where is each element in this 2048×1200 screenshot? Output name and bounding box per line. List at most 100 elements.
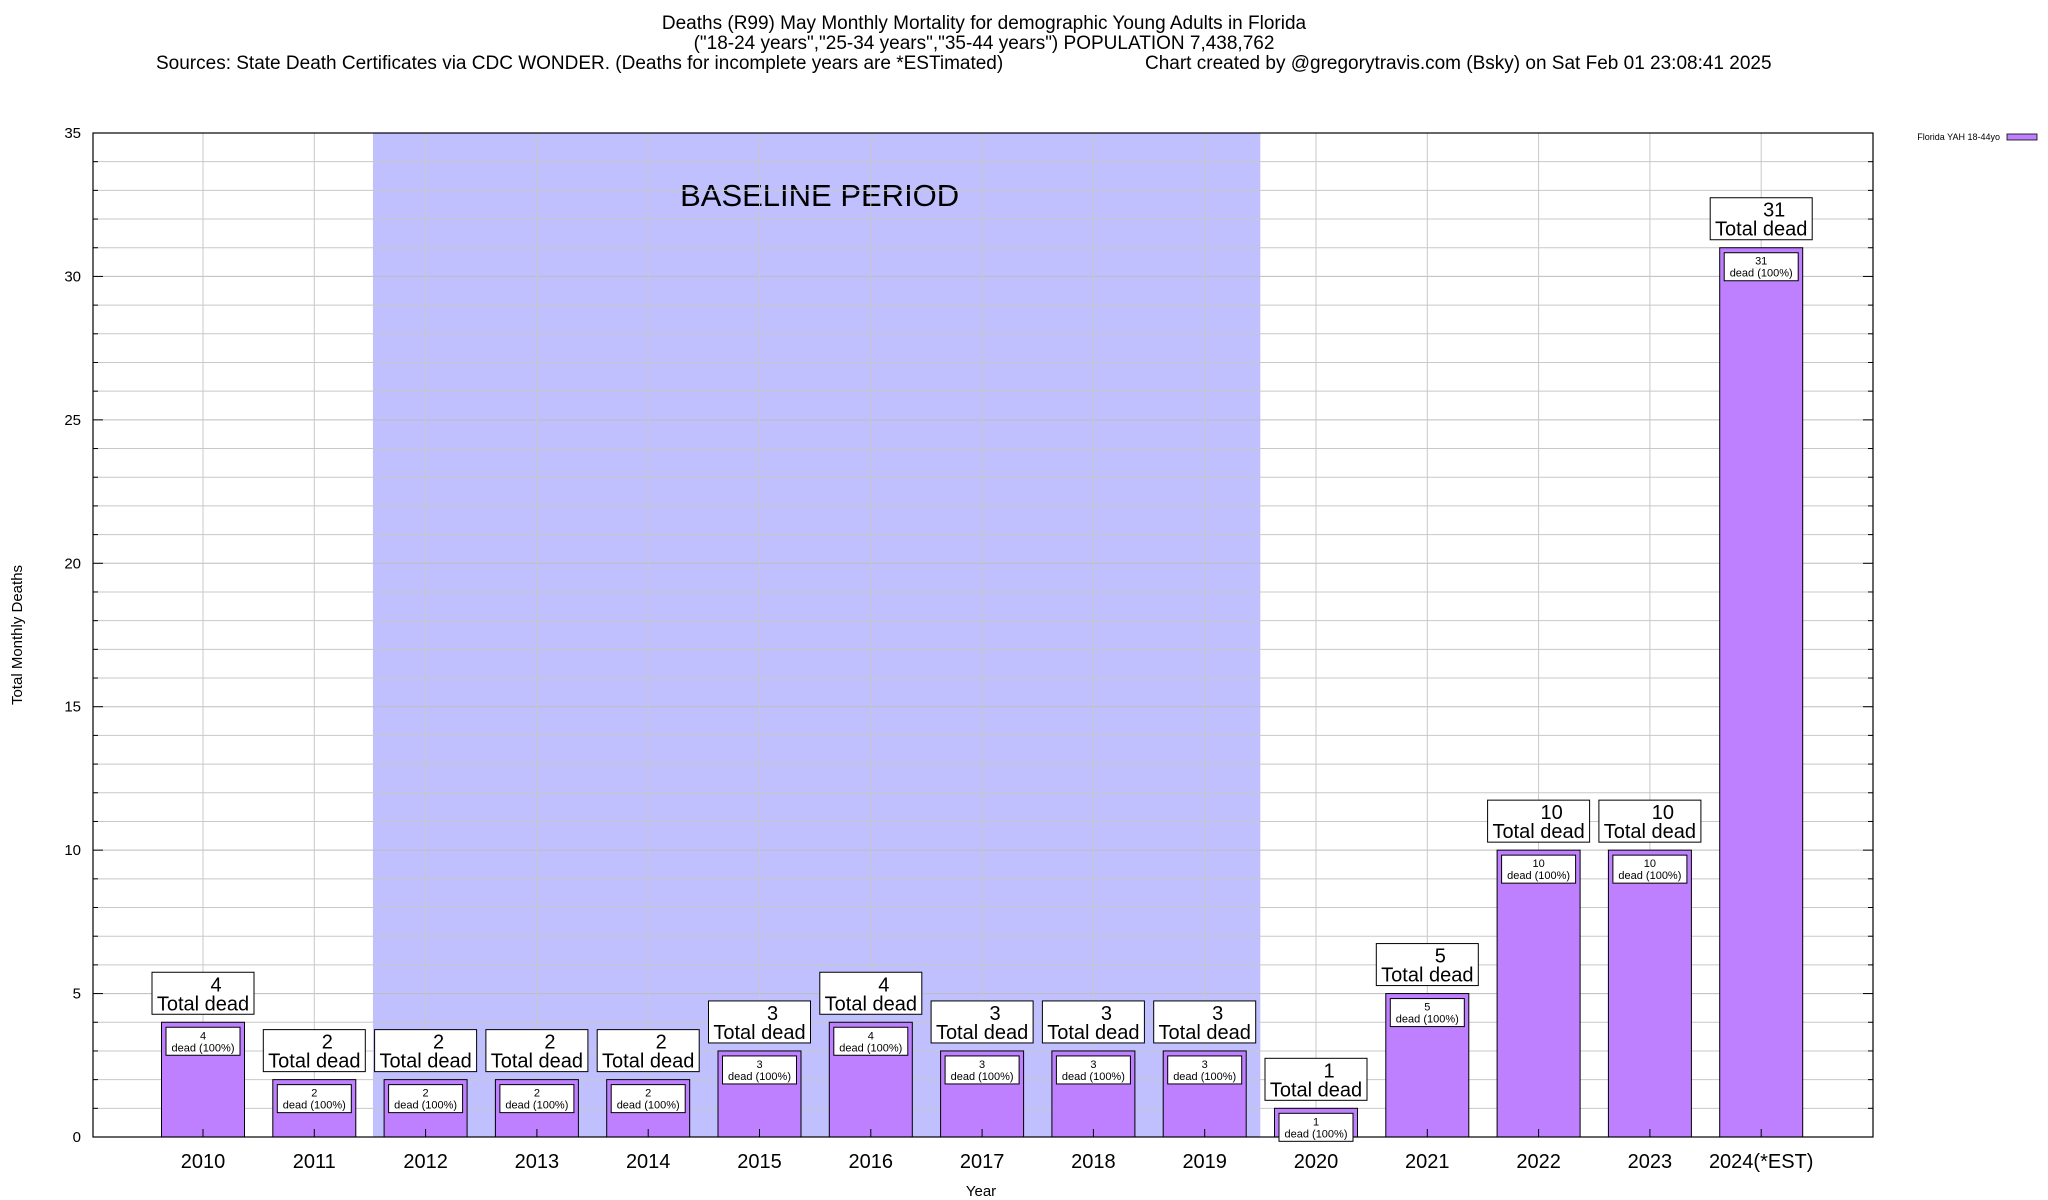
inner-label-text: dead (100%) <box>394 1100 457 1112</box>
inner-label-text: dead (100%) <box>1062 1071 1125 1083</box>
inner-label-box <box>276 1084 352 1114</box>
bar-2024(*EST) <box>1719 247 1804 1138</box>
x-tick-label: 2020 <box>1294 1151 1339 1173</box>
inner-label-box <box>833 1026 909 1056</box>
total-label-value: 5 <box>1435 946 1446 968</box>
inner-label-text: dead (100%) <box>1396 1014 1459 1026</box>
y-tick-label: 15 <box>64 699 81 716</box>
total-label-box <box>262 1029 366 1073</box>
inner-label-value: 1 <box>1313 1116 1319 1128</box>
inner-label-text: dead (100%) <box>1730 268 1793 280</box>
inner-label-text: dead (100%) <box>283 1100 346 1112</box>
total-label-box <box>151 971 255 1015</box>
inner-label-text: dead (100%) <box>1285 1128 1348 1140</box>
total-label-box <box>930 1000 1034 1044</box>
title-line-2: ("18-24 years","25-34 years","35-44 year… <box>693 33 1275 54</box>
total-label-box <box>374 1029 478 1073</box>
inner-label-box <box>1612 854 1688 884</box>
x-tick-label: 2012 <box>403 1151 448 1173</box>
legend-swatch <box>2006 133 2038 141</box>
inner-label-value: 3 <box>1090 1059 1096 1071</box>
inner-label-value: 31 <box>1755 256 1767 268</box>
bar-2023 <box>1607 849 1692 1138</box>
total-label-text: Total dead <box>1047 1022 1139 1044</box>
total-label-box <box>1487 799 1591 843</box>
total-label-box <box>1375 943 1479 987</box>
total-label-text: Total dead <box>1715 219 1807 241</box>
x-tick-label: 2011 <box>293 1151 336 1173</box>
total-label-text: Total dead <box>1381 965 1473 987</box>
inner-label-value: 4 <box>200 1030 206 1042</box>
total-label-value: 4 <box>210 974 221 996</box>
inner-label-value: 5 <box>1424 1002 1430 1014</box>
y-tick-label: 30 <box>64 268 81 285</box>
total-label-text: Total dead <box>1159 1022 1251 1044</box>
inner-label-text: dead (100%) <box>617 1100 680 1112</box>
total-label-value: 3 <box>767 1003 778 1025</box>
x-tick-label: 2021 <box>1405 1151 1450 1173</box>
y-tick-label: 25 <box>64 412 81 429</box>
inner-label-text: dead (100%) <box>1173 1071 1236 1083</box>
x-tick-label: 2015 <box>737 1151 782 1173</box>
y-tick-label: 5 <box>73 986 81 1003</box>
total-label-value: 3 <box>990 1003 1001 1025</box>
baseline-region <box>372 133 1261 1137</box>
title-sources: Sources: State Death Certificates via CD… <box>156 53 1004 74</box>
inner-label-value: 4 <box>868 1030 874 1042</box>
total-label-text: Total dead <box>157 993 249 1015</box>
total-label-value: 10 <box>1540 802 1562 824</box>
total-label-box <box>1153 1000 1257 1044</box>
inner-label-text: dead (100%) <box>728 1071 791 1083</box>
inner-label-box <box>944 1055 1020 1085</box>
total-label-text: Total dead <box>936 1022 1028 1044</box>
y-tick-label: 35 <box>64 125 81 142</box>
x-tick-label: 2014 <box>626 1151 671 1173</box>
total-label-value: 3 <box>1101 1003 1112 1025</box>
x-tick-label: 2016 <box>849 1151 894 1173</box>
total-label-box <box>1598 799 1702 843</box>
total-label-value: 1 <box>1323 1060 1334 1082</box>
chart-title: Deaths (R99) May Monthly Mortality for d… <box>0 14 1968 76</box>
inner-label-text: dead (100%) <box>1618 870 1681 882</box>
x-tick-label: 2010 <box>181 1151 226 1173</box>
inner-label-box <box>165 1026 241 1056</box>
inner-label-value: 3 <box>756 1059 762 1071</box>
bar-2022 <box>1496 849 1581 1138</box>
total-label-text: Total dead <box>602 1051 694 1073</box>
inner-label-box <box>1167 1055 1243 1085</box>
x-axis-label: Year <box>966 1183 996 1200</box>
total-label-value: 31 <box>1763 200 1785 222</box>
x-tick-label: 2019 <box>1182 1151 1227 1173</box>
inner-label-text: dead (100%) <box>1507 870 1570 882</box>
inner-label-box <box>1278 1112 1354 1142</box>
baseline-period: BASELINE PERIOD <box>372 133 1261 1137</box>
total-label-text: Total dead <box>1604 821 1696 843</box>
x-tick-label: 2023 <box>1628 1151 1673 1173</box>
total-label-text: Total dead <box>268 1051 360 1073</box>
inner-label-box <box>499 1084 575 1114</box>
inner-label-box <box>1389 998 1465 1028</box>
inner-label-box <box>1723 252 1799 282</box>
x-tick-label: 2018 <box>1071 1151 1116 1173</box>
inner-label-box <box>1055 1055 1131 1085</box>
total-label-value: 10 <box>1652 802 1674 824</box>
x-tick-label: 2017 <box>960 1151 1005 1173</box>
inner-label-text: dead (100%) <box>839 1042 902 1054</box>
inner-label-box <box>388 1084 464 1114</box>
total-label-text: Total dead <box>713 1022 805 1044</box>
x-tick-label: 2024(*EST) <box>1709 1151 1814 1173</box>
total-label-box <box>485 1029 589 1073</box>
y-tick-label: 10 <box>64 842 81 859</box>
total-label-text: Total dead <box>491 1051 583 1073</box>
x-tick-label: 2022 <box>1516 1151 1561 1173</box>
y-axis-label: Total Monthly Deaths <box>9 565 26 705</box>
total-label-value: 4 <box>878 974 889 996</box>
total-label-box <box>708 1000 811 1044</box>
plot-border <box>92 132 1874 1138</box>
inner-label-value: 2 <box>534 1088 540 1100</box>
inner-label-value: 2 <box>311 1088 317 1100</box>
total-label-text: Total dead <box>379 1051 471 1073</box>
total-label-box <box>1709 197 1813 241</box>
